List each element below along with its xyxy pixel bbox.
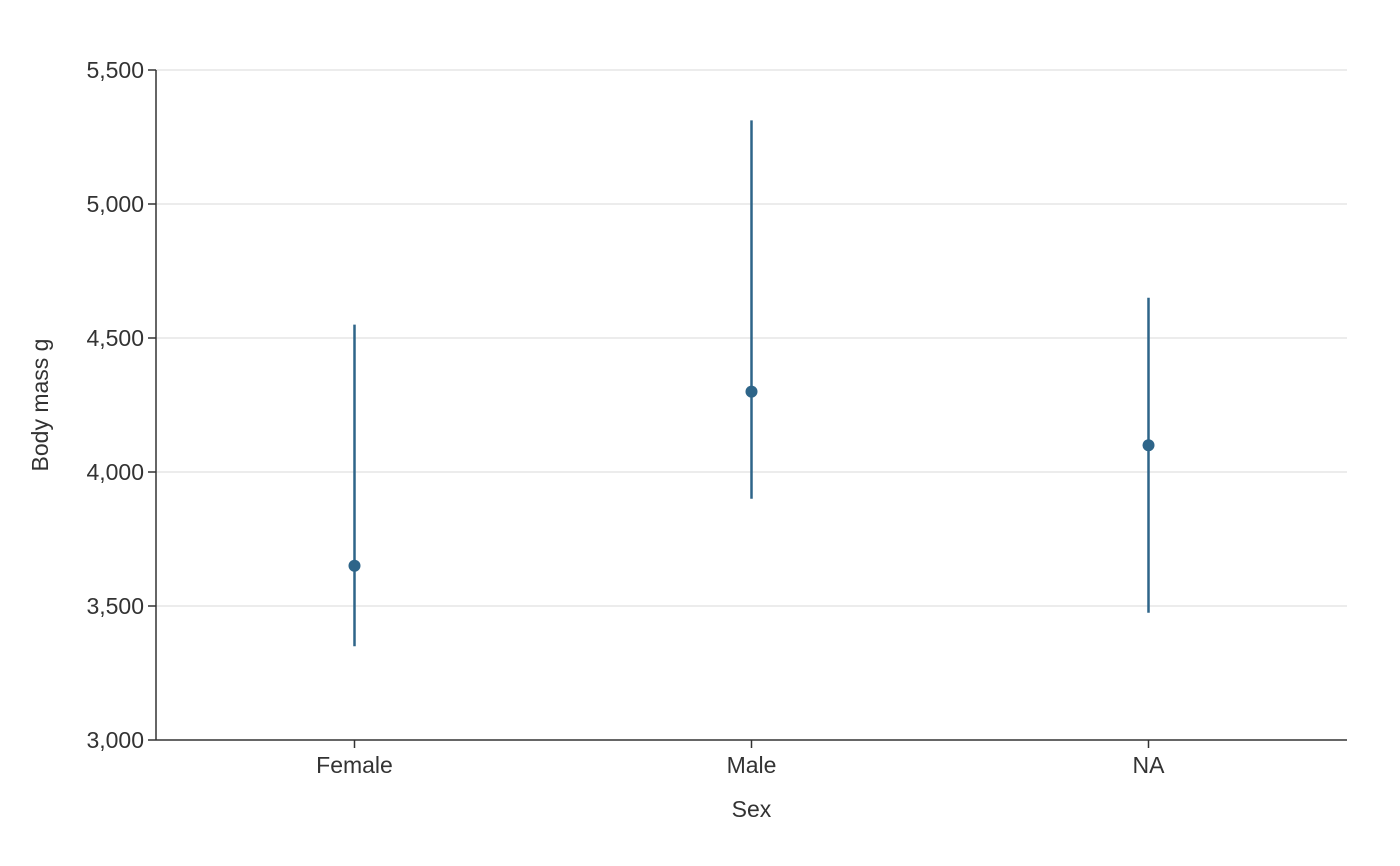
x-tick-label: Female bbox=[316, 752, 393, 778]
y-tick-label: 5,000 bbox=[86, 191, 144, 217]
y-tick-label: 4,500 bbox=[86, 325, 144, 351]
point bbox=[745, 385, 758, 398]
point bbox=[1142, 439, 1155, 452]
y-tick-label: 3,500 bbox=[86, 593, 144, 619]
y-tick-label: 4,000 bbox=[86, 459, 144, 485]
data-marks bbox=[348, 120, 1155, 647]
x-axis-title: Sex bbox=[732, 796, 772, 822]
y-axis-title: Body mass g bbox=[27, 339, 53, 472]
y-tick-label: 3,000 bbox=[86, 727, 144, 753]
y-axis: 3,000 3,500 4,000 4,500 5,000 5,500 bbox=[86, 57, 157, 753]
x-axis: Female Male NA bbox=[156, 739, 1347, 778]
x-tick-label: Male bbox=[727, 752, 777, 778]
y-tick-label: 5,500 bbox=[86, 57, 144, 83]
point bbox=[348, 559, 361, 572]
x-tick-label: NA bbox=[1133, 752, 1166, 778]
